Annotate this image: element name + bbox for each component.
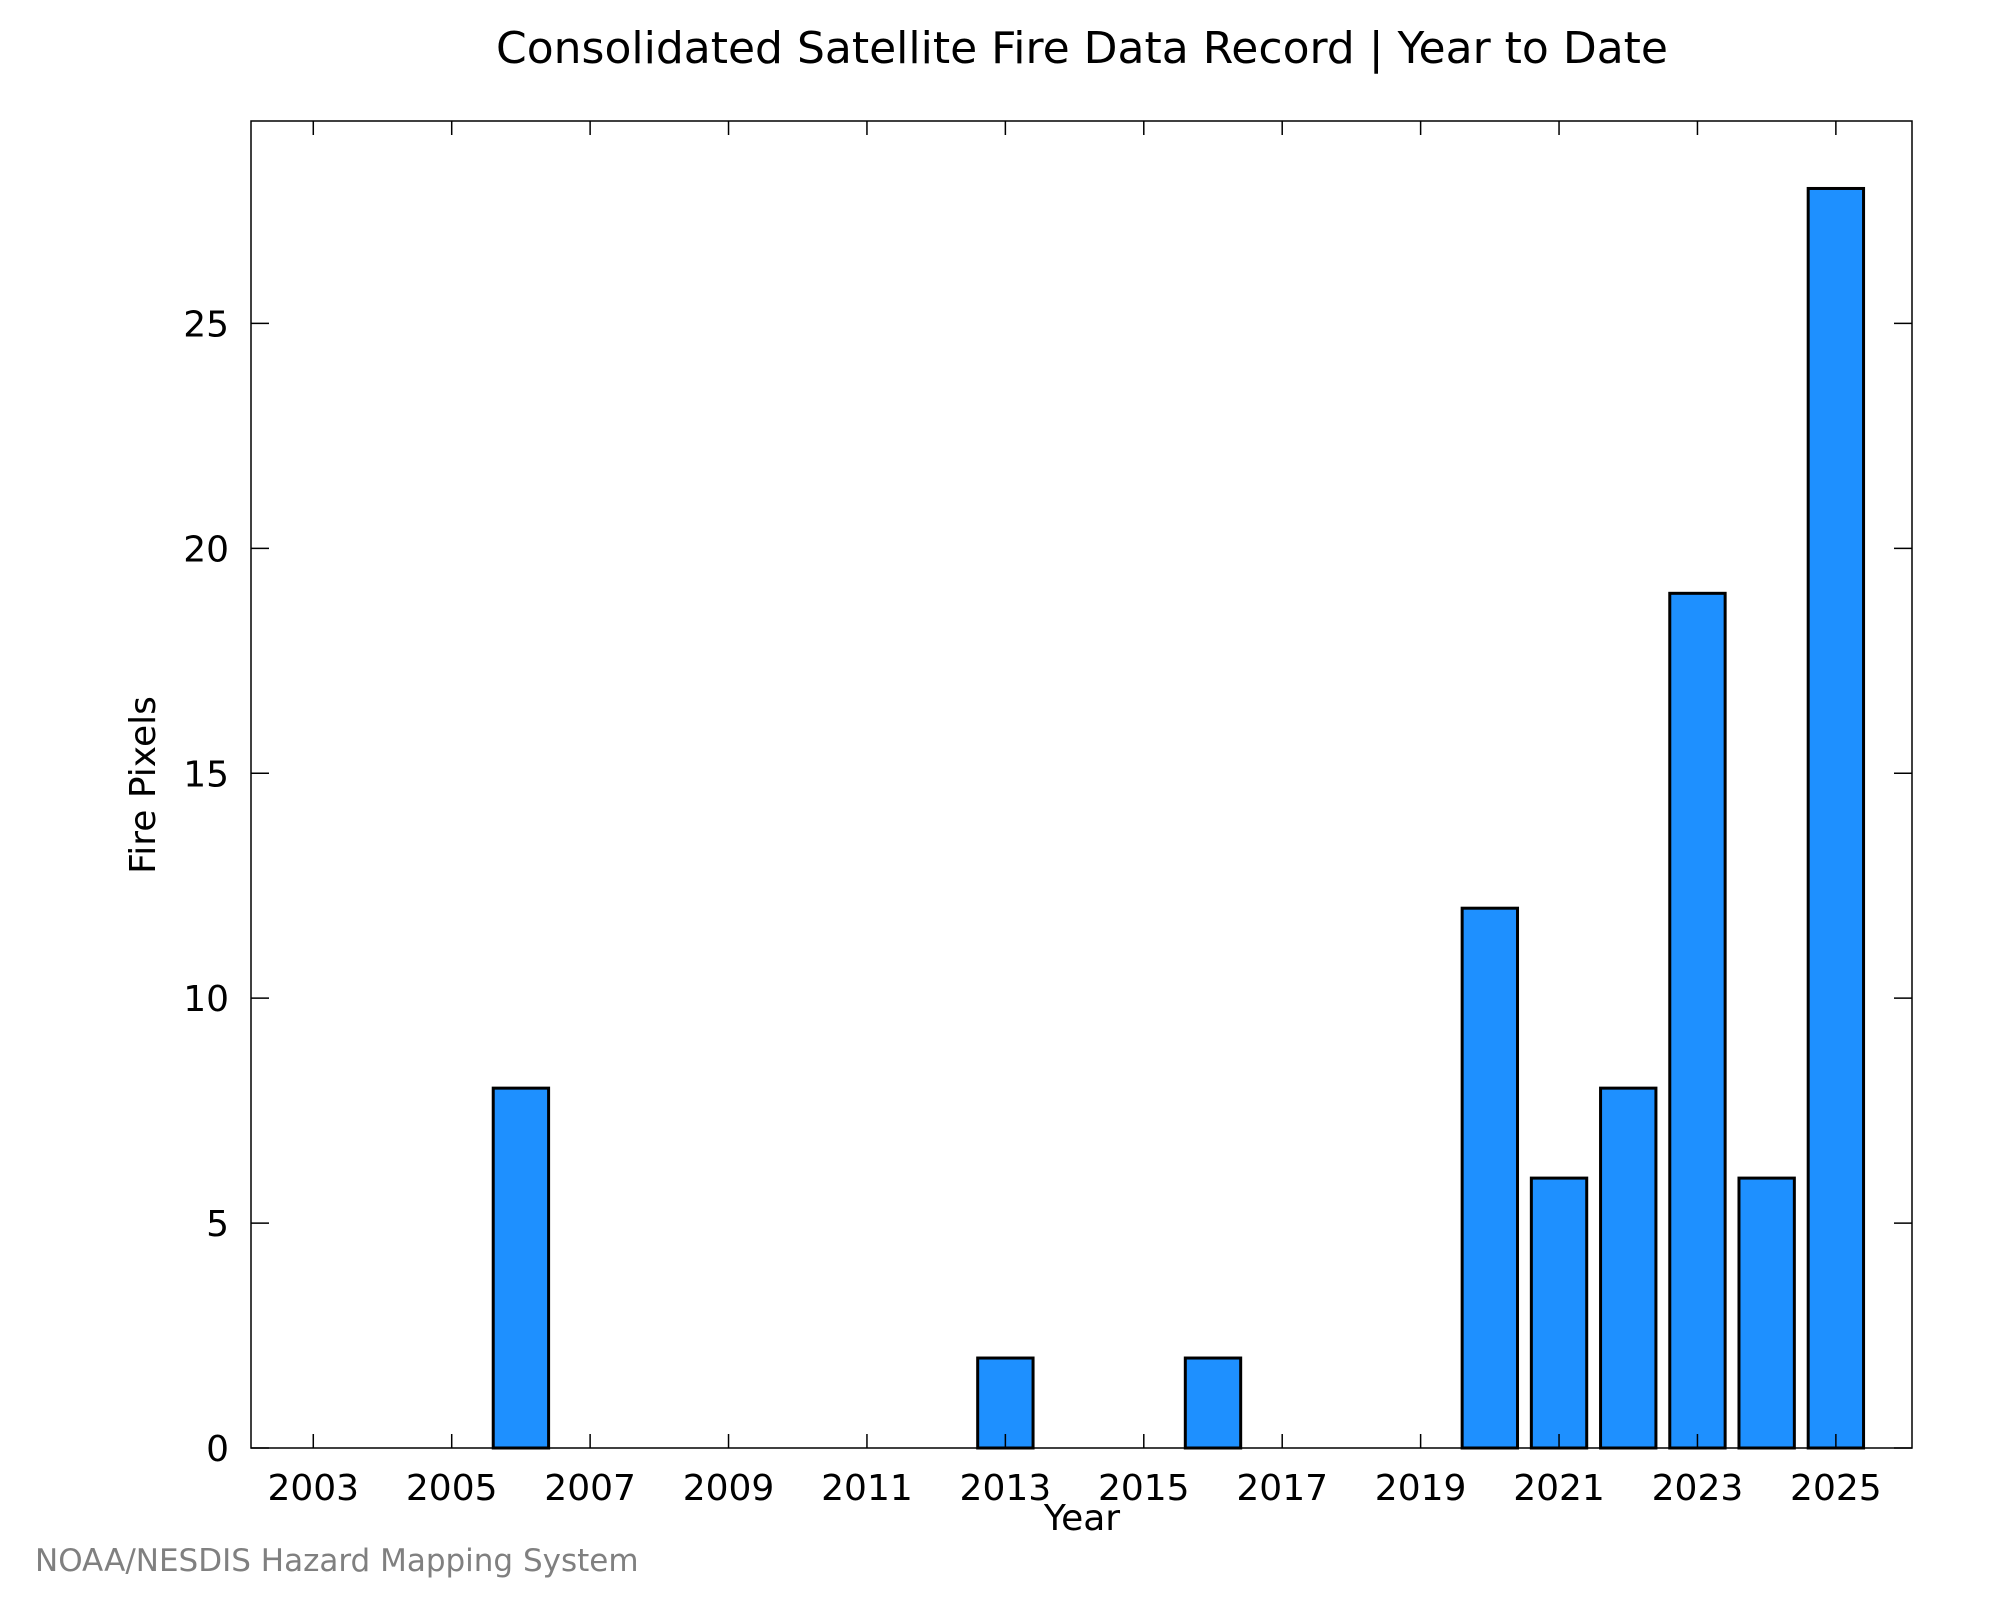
footer-credit: NOAA/NESDIS Hazard Mapping System [35,1543,639,1579]
x-tick-label-2009: 2009 [683,1468,775,1509]
x-tick-label-2017: 2017 [1236,1468,1328,1509]
x-tick-label-2013: 2013 [960,1468,1052,1509]
x-tick-label-2005: 2005 [406,1468,498,1509]
bar-2022 [1599,1086,1658,1450]
bar-2025 [1806,186,1866,1450]
plot-area-frame [250,120,1913,1449]
x-axis-label: Year [1043,1498,1120,1539]
y-axis-label: Fire Pixels [123,696,164,874]
x-tick-label-2023: 2023 [1652,1468,1744,1509]
y-tick-label-10: 10 [183,979,229,1020]
bar-2016 [1183,1356,1243,1450]
bar-2006 [491,1086,551,1450]
bar-2024 [1737,1176,1796,1450]
y-tick-label-25: 25 [183,304,229,345]
bars-layer [491,186,1866,1450]
y-tick-label-20: 20 [183,529,229,570]
x-tick-label-2003: 2003 [267,1468,359,1509]
bar-2020 [1460,906,1520,1450]
y-tick-label-5: 5 [206,1204,229,1245]
chart-title: Consolidated Satellite Fire Data Record … [496,23,1668,74]
ticks-layer: 2003 2005 2007 2009 2011 2013 2015 2017 2019 2021… [183,121,1912,1509]
x-tick-label-2015: 2015 [1098,1468,1190,1509]
bar-2023 [1668,591,1727,1450]
y-tick-label-15: 15 [183,754,229,795]
x-tick-label-2019: 2019 [1375,1468,1467,1509]
x-tick-label-2021: 2021 [1513,1468,1605,1509]
x-tick-label-2007: 2007 [544,1468,636,1509]
bar-2021 [1529,1176,1589,1450]
x-tick-label-2011: 2011 [821,1468,913,1509]
x-tick-label-2025: 2025 [1790,1468,1882,1509]
y-tick-label-0: 0 [206,1429,229,1470]
